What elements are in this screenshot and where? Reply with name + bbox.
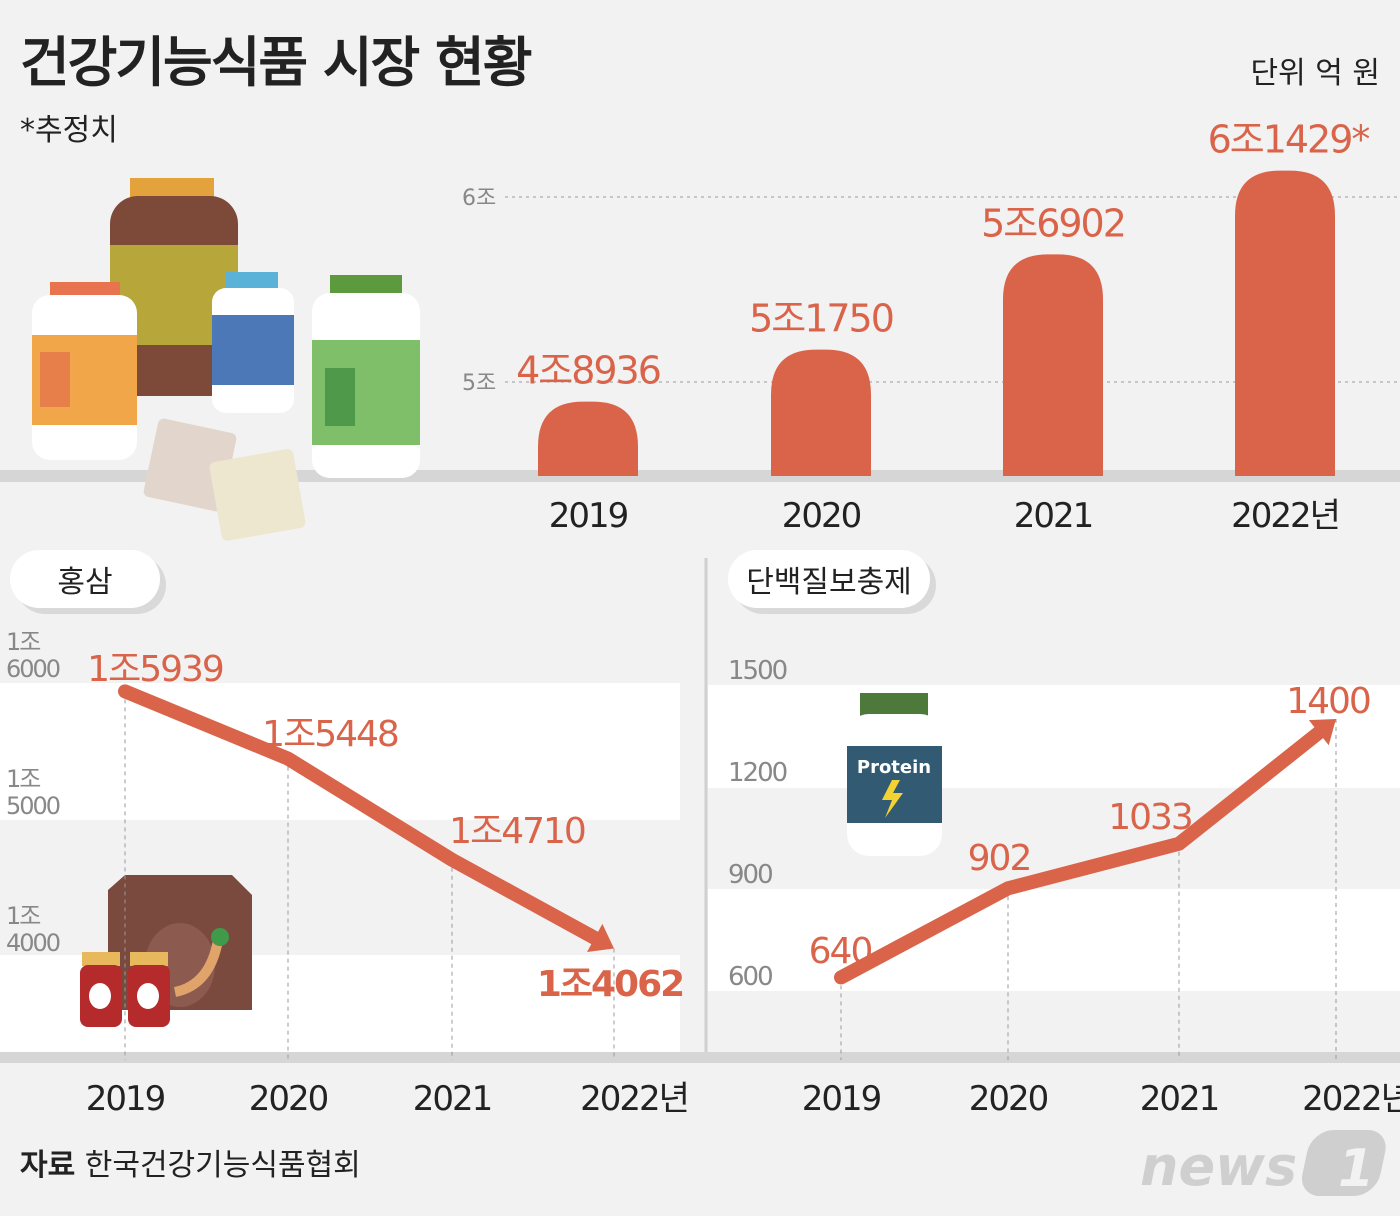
x-tick-label: 2020 bbox=[782, 496, 861, 536]
source-text: 자료 한국건강기능식품협회 bbox=[20, 1140, 361, 1184]
svg-text:news: news bbox=[1140, 1135, 1297, 1198]
bar bbox=[1235, 170, 1335, 476]
x-tick-label: 2020 bbox=[969, 1079, 1048, 1119]
supplement-bottles-icon bbox=[32, 178, 420, 541]
protein-band bbox=[708, 889, 1400, 991]
protein-chart-title: 단백질보충제 bbox=[728, 550, 930, 608]
news1-logo: news 1 bbox=[1140, 1130, 1386, 1199]
y-tick-label: 4000 bbox=[6, 929, 60, 957]
data-label: 1조4062 bbox=[537, 964, 683, 1005]
y-tick-label: 1조 bbox=[6, 628, 40, 656]
series-line bbox=[118, 684, 602, 945]
y-tick-label: 6000 bbox=[6, 655, 60, 683]
x-tick-label: 2021 bbox=[1014, 496, 1093, 536]
bar bbox=[1003, 254, 1103, 476]
data-label: 1조5939 bbox=[87, 649, 223, 690]
line-chart-baseline bbox=[0, 1052, 1400, 1063]
source-name: 한국건강기능식품협회 bbox=[84, 1148, 361, 1183]
protein-band bbox=[708, 685, 1400, 788]
protein-jar-icon: Protein bbox=[847, 693, 942, 856]
data-label: 1조5448 bbox=[262, 714, 398, 755]
bar-value-label: 4조8936 bbox=[516, 349, 660, 393]
page-title: 건강기능식품 시장 현황 bbox=[20, 31, 532, 94]
svg-text:1: 1 bbox=[1338, 1139, 1374, 1199]
series-arrowhead bbox=[1308, 719, 1336, 746]
x-tick-label: 2021 bbox=[1140, 1079, 1219, 1119]
x-tick-label: 2019 bbox=[86, 1079, 165, 1119]
series-arrowhead bbox=[587, 923, 614, 952]
unit-label: 단위 억 원 bbox=[1250, 56, 1380, 91]
y-tick-label: 6조 bbox=[462, 186, 496, 211]
bar bbox=[538, 401, 638, 476]
x-tick-label: 2019 bbox=[802, 1079, 881, 1119]
bar-value-label: 5조1750 bbox=[749, 297, 893, 341]
estimate-note: *추정치 bbox=[20, 113, 118, 148]
ginseng-chart-title: 홍삼 bbox=[10, 550, 160, 608]
y-tick-label: 5000 bbox=[6, 792, 60, 820]
y-tick-label: 1조 bbox=[6, 765, 40, 793]
source-label: 자료 bbox=[20, 1148, 76, 1183]
bar-value-label: 5조6902 bbox=[981, 201, 1125, 245]
y-tick-label: 5조 bbox=[462, 371, 496, 396]
y-tick-label: 1500 bbox=[728, 656, 787, 686]
data-label: 902 bbox=[968, 838, 1031, 879]
bar-value-label: 6조1429* bbox=[1208, 118, 1370, 162]
y-tick-label: 900 bbox=[728, 860, 772, 890]
x-tick-label: 2021 bbox=[413, 1079, 492, 1119]
y-tick-label: 1조 bbox=[6, 902, 40, 930]
bar bbox=[771, 349, 871, 476]
x-tick-label: 2022년 bbox=[1302, 1079, 1400, 1119]
y-tick-label: 600 bbox=[728, 962, 772, 992]
y-tick-label: 1200 bbox=[728, 758, 787, 788]
x-tick-label: 2020 bbox=[249, 1079, 328, 1119]
x-tick-label: 2019 bbox=[549, 496, 628, 536]
data-label: 1400 bbox=[1286, 681, 1370, 722]
x-tick-label: 2022년 bbox=[1231, 496, 1339, 536]
data-label: 1033 bbox=[1108, 797, 1192, 838]
x-tick-label: 2022년 bbox=[580, 1079, 688, 1119]
data-label: 1조4710 bbox=[449, 811, 585, 852]
protein-label-text: Protein bbox=[857, 757, 931, 778]
data-label: 640 bbox=[809, 931, 872, 972]
series-line bbox=[834, 725, 1326, 985]
red-ginseng-box-icon bbox=[80, 875, 252, 1027]
